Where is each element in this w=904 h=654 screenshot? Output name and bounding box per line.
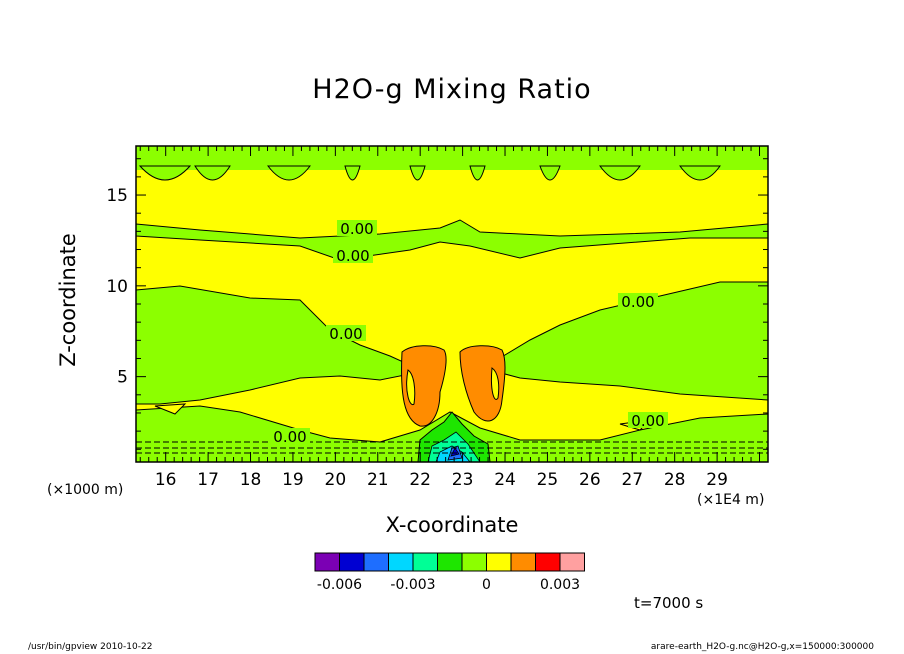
x-tick-label: 24 <box>494 470 516 490</box>
y-tick-label: 5 <box>117 368 128 388</box>
contour-label: 0.00 <box>631 412 664 430</box>
x-tick-label: 18 <box>240 470 262 490</box>
x-tick-label: 27 <box>621 470 643 490</box>
green-lobe <box>599 165 641 181</box>
yellow-core-left <box>406 369 416 406</box>
green-lobe <box>344 165 361 181</box>
y-tick-label: 10 <box>106 277 128 297</box>
colorbar-swatch <box>461 552 487 572</box>
footer-right: arare-earth_H2O-g.nc@H2O-g,x=150000:3000… <box>650 642 874 652</box>
x-tick-label: 29 <box>706 470 728 490</box>
green-lobe <box>409 165 426 181</box>
colorbar-swatch <box>486 552 512 572</box>
x-tick-label: 16 <box>155 470 177 490</box>
colorbar-label: 0.003 <box>540 577 580 593</box>
x-tick-label: 20 <box>325 470 347 490</box>
x-unit-note: (×1000 m) <box>47 482 124 498</box>
green-lobe <box>469 165 486 181</box>
field-green-upper <box>136 219 768 261</box>
colorbar-swatch <box>535 552 561 572</box>
colorbar-swatch <box>412 552 438 572</box>
green-lobe <box>138 165 192 181</box>
colorbar-label: -0.003 <box>390 577 435 593</box>
time-label: t=7000 s <box>634 594 704 612</box>
chart-title: H2O-g Mixing Ratio <box>312 74 592 105</box>
green-lobe <box>194 165 231 181</box>
x-tick-label: 28 <box>664 470 686 490</box>
contour-label: 0.00 <box>336 247 369 265</box>
green-lobe <box>679 165 721 181</box>
contour-label: 0.00 <box>329 325 362 343</box>
y-axis-label: Z-coordinate <box>56 233 80 367</box>
green-lobe <box>266 165 312 181</box>
x-tick-label: 21 <box>367 470 389 490</box>
colorbar-swatch <box>339 552 365 572</box>
x-tick-label: 25 <box>537 470 559 490</box>
plot-field: 0.00 0.00 0.00 0.00 0.00 0.00 <box>136 146 768 462</box>
field-green-top <box>136 146 768 170</box>
orange-plume-left <box>401 345 447 427</box>
yellow-core-right <box>491 367 500 400</box>
contour-label: 0.00 <box>273 428 306 446</box>
colorbar-swatch <box>388 552 414 572</box>
x-axis-label: X-coordinate <box>385 513 519 537</box>
contour-label: 0.00 <box>340 220 373 238</box>
y-tick-label: 15 <box>106 186 128 206</box>
yellow-pocket <box>154 403 187 415</box>
orange-plume-right <box>459 345 506 422</box>
x-tick-label: 26 <box>579 470 601 490</box>
colorbar-swatch <box>437 552 463 572</box>
colorbar-swatch <box>363 552 389 572</box>
field-dark-blue <box>450 447 460 457</box>
x-tick-label: 17 <box>197 470 219 490</box>
x-tick-label: 19 <box>282 470 304 490</box>
colorbar-swatch <box>314 552 340 572</box>
green-lobe <box>539 165 561 181</box>
x-scale-note: (×1E4 m) <box>697 492 765 508</box>
colorbar-label: -0.006 <box>317 577 362 593</box>
footer-left: /usr/bin/gpview 2010-10-22 <box>28 642 153 652</box>
contour-label: 0.00 <box>621 293 654 311</box>
x-tick-label: 22 <box>409 470 431 490</box>
colorbar-swatch <box>559 552 585 572</box>
x-tick-label: 23 <box>452 470 474 490</box>
colorbar-label: 0 <box>482 577 491 593</box>
colorbar-swatch <box>510 552 536 572</box>
